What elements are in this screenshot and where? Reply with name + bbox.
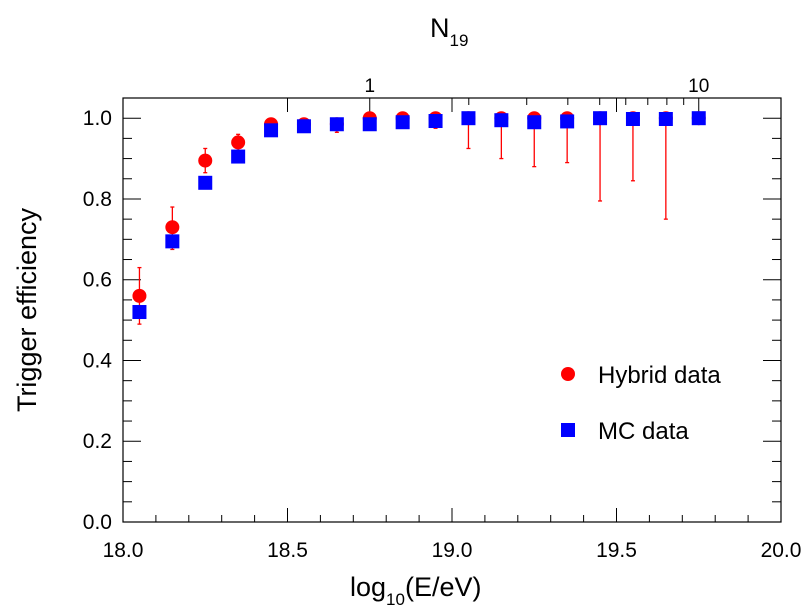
y-tick-label: 0.2: [83, 430, 112, 453]
x-tick-label: 20.0: [761, 539, 802, 562]
mc-data-point: [132, 305, 147, 320]
mc-data-point: [264, 123, 279, 138]
y-tick-label: 0.8: [83, 188, 112, 211]
x-tick-label: 19.5: [596, 539, 637, 562]
hybrid-data-point: [198, 153, 213, 168]
x-axis-title-suffix: (E/eV): [405, 572, 482, 602]
top-axis-tick-label: 10: [688, 76, 709, 97]
legend-marker-mc: [561, 423, 575, 437]
legend-label-hybrid: Hybrid data: [598, 362, 721, 389]
mc-data-point: [362, 117, 377, 132]
plot-frame: [122, 97, 782, 523]
mc-data-point: [593, 111, 608, 126]
x-tick-label: 18.5: [267, 539, 308, 562]
mc-data-point: [428, 114, 443, 129]
x-axis-title-sub: 10: [386, 590, 405, 609]
mc-data-point: [625, 111, 640, 126]
y-tick-label: 1.0: [83, 107, 112, 130]
data-series: [132, 111, 706, 325]
axis-tick-labels: 18.0 18.5 19.0 19.5 20.0 0.0 0.2 0.4 0.6 0.8 1.0 1 1…: [83, 76, 802, 562]
hybrid-data-point: [165, 220, 180, 235]
x-axis-title-prefix: log: [350, 572, 386, 602]
mc-data-point: [296, 119, 311, 134]
y-tick-label: 0.4: [83, 349, 113, 372]
mc-data-point: [198, 175, 213, 190]
mc-data-point: [231, 149, 246, 164]
mc-data-point: [691, 111, 706, 126]
mc-data-point: [494, 113, 509, 128]
mc-data-point: [560, 114, 575, 129]
top-axis-title: N19: [430, 13, 468, 50]
legend: Hybrid data MC data: [561, 362, 721, 445]
x-axis-title: log10(E/eV): [350, 572, 481, 609]
mc-data-point: [527, 115, 542, 130]
mc-data-point: [165, 234, 180, 249]
legend-marker-hybrid: [561, 367, 575, 381]
mc-data-point: [461, 111, 476, 126]
mc-data-point: [329, 117, 344, 132]
mc-data-point: [658, 111, 673, 126]
hybrid-data-point: [231, 135, 246, 150]
top-axis-tick-label: 1: [364, 76, 375, 97]
axis-ticks: [122, 98, 782, 523]
y-tick-label: 0.6: [83, 269, 112, 292]
y-tick-label: 0.0: [83, 511, 112, 534]
hybrid-data-point: [132, 288, 147, 303]
mc-data-point: [395, 115, 410, 130]
y-axis-title: Trigger efficiency: [12, 207, 42, 412]
legend-label-mc: MC data: [598, 418, 689, 445]
x-tick-label: 18.0: [103, 539, 144, 562]
top-axis-title-main: N: [430, 13, 450, 43]
top-axis-title-sub: 19: [450, 31, 469, 50]
x-tick-label: 19.0: [432, 539, 473, 562]
